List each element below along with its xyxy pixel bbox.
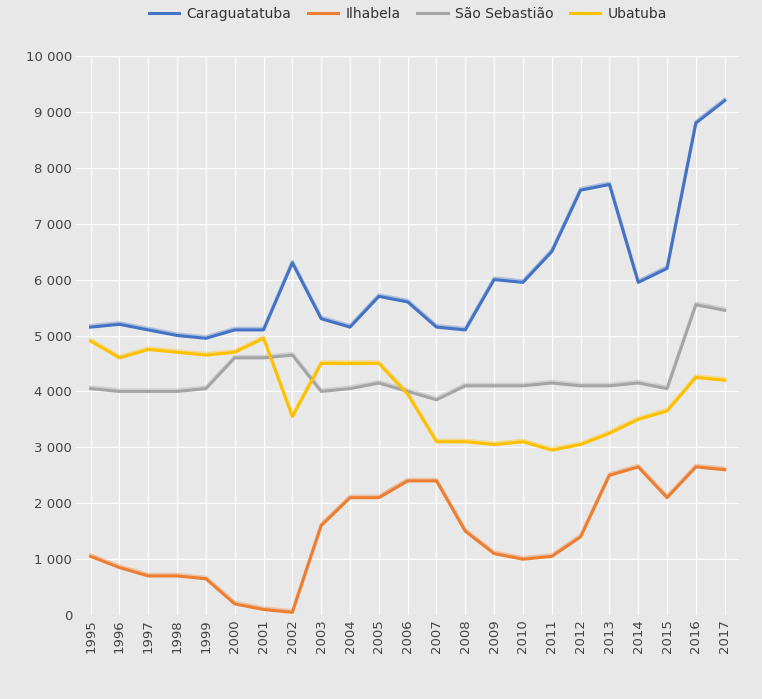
Ilhabela bbox=[720, 466, 729, 474]
Caraguatatuba bbox=[345, 323, 354, 331]
São Sebastião bbox=[230, 354, 239, 362]
Ubatuba bbox=[345, 359, 354, 368]
São Sebastião bbox=[86, 384, 95, 393]
Caraguatatuba bbox=[720, 96, 729, 105]
Ubatuba bbox=[86, 337, 95, 345]
Line: Ubatuba: Ubatuba bbox=[91, 338, 725, 450]
Ilhabela bbox=[288, 608, 297, 617]
São Sebastião bbox=[662, 384, 671, 393]
Ilhabela bbox=[374, 493, 383, 502]
Caraguatatuba bbox=[634, 278, 643, 287]
Caraguatatuba bbox=[259, 326, 268, 334]
São Sebastião bbox=[720, 306, 729, 315]
Ilhabela bbox=[461, 527, 470, 535]
Caraguatatuba bbox=[201, 334, 210, 343]
São Sebastião bbox=[518, 382, 527, 390]
Ilhabela bbox=[230, 600, 239, 608]
Caraguatatuba bbox=[172, 331, 181, 340]
São Sebastião bbox=[691, 301, 700, 309]
Ilhabela bbox=[691, 463, 700, 471]
Ubatuba bbox=[605, 429, 614, 438]
Line: Caraguatatuba: Caraguatatuba bbox=[91, 101, 725, 338]
São Sebastião bbox=[576, 382, 585, 390]
Caraguatatuba bbox=[115, 320, 124, 329]
Ubatuba bbox=[720, 376, 729, 384]
Caraguatatuba bbox=[547, 247, 556, 256]
Ilhabela bbox=[172, 572, 181, 580]
São Sebastião bbox=[144, 387, 153, 396]
Ilhabela bbox=[634, 463, 643, 471]
Ilhabela bbox=[317, 521, 326, 530]
Ilhabela bbox=[86, 552, 95, 561]
Ilhabela bbox=[345, 493, 354, 502]
São Sebastião bbox=[172, 387, 181, 396]
Caraguatatuba bbox=[144, 326, 153, 334]
São Sebastião bbox=[288, 351, 297, 359]
Ilhabela bbox=[144, 572, 153, 580]
São Sebastião bbox=[259, 354, 268, 362]
Ilhabela bbox=[576, 533, 585, 541]
Ubatuba bbox=[634, 415, 643, 424]
Ilhabela bbox=[259, 605, 268, 614]
São Sebastião bbox=[547, 379, 556, 387]
Ilhabela bbox=[403, 477, 412, 485]
Ilhabela bbox=[662, 493, 671, 502]
São Sebastião bbox=[432, 396, 441, 404]
São Sebastião bbox=[115, 387, 124, 396]
Ilhabela bbox=[115, 563, 124, 572]
Ubatuba bbox=[576, 440, 585, 449]
Line: Ilhabela: Ilhabela bbox=[91, 467, 725, 612]
Caraguatatuba bbox=[374, 292, 383, 301]
Caraguatatuba bbox=[605, 180, 614, 189]
Ubatuba bbox=[461, 438, 470, 446]
Ubatuba bbox=[144, 345, 153, 354]
Ubatuba bbox=[115, 354, 124, 362]
São Sebastião bbox=[374, 379, 383, 387]
Caraguatatuba bbox=[403, 298, 412, 306]
São Sebastião bbox=[634, 379, 643, 387]
São Sebastião bbox=[201, 384, 210, 393]
Ilhabela bbox=[605, 471, 614, 480]
Caraguatatuba bbox=[518, 278, 527, 287]
Caraguatatuba bbox=[288, 259, 297, 267]
Caraguatatuba bbox=[317, 315, 326, 323]
Ilhabela bbox=[201, 575, 210, 583]
Caraguatatuba bbox=[489, 275, 498, 284]
São Sebastião bbox=[403, 387, 412, 396]
Caraguatatuba bbox=[432, 323, 441, 331]
Ubatuba bbox=[518, 438, 527, 446]
Ubatuba bbox=[172, 348, 181, 356]
Ubatuba bbox=[691, 373, 700, 382]
Ubatuba bbox=[259, 334, 268, 343]
Caraguatatuba bbox=[691, 119, 700, 127]
Ilhabela bbox=[518, 555, 527, 563]
São Sebastião bbox=[345, 384, 354, 393]
Caraguatatuba bbox=[230, 326, 239, 334]
São Sebastião bbox=[489, 382, 498, 390]
Ilhabela bbox=[489, 549, 498, 558]
Caraguatatuba bbox=[662, 264, 671, 273]
Ubatuba bbox=[317, 359, 326, 368]
Caraguatatuba bbox=[86, 323, 95, 331]
Ubatuba bbox=[230, 348, 239, 356]
São Sebastião bbox=[461, 382, 470, 390]
Ubatuba bbox=[432, 438, 441, 446]
Ubatuba bbox=[547, 446, 556, 454]
Legend: Caraguatatuba, Ilhabela, São Sebastião, Ubatuba: Caraguatatuba, Ilhabela, São Sebastião, … bbox=[149, 7, 667, 21]
São Sebastião bbox=[317, 387, 326, 396]
Line: São Sebastião: São Sebastião bbox=[91, 305, 725, 400]
Ubatuba bbox=[288, 412, 297, 421]
Ilhabela bbox=[432, 477, 441, 485]
Ubatuba bbox=[374, 359, 383, 368]
Ubatuba bbox=[201, 351, 210, 359]
Ilhabela bbox=[547, 552, 556, 561]
Caraguatatuba bbox=[576, 186, 585, 194]
Ubatuba bbox=[662, 407, 671, 415]
Caraguatatuba bbox=[461, 326, 470, 334]
Ubatuba bbox=[403, 390, 412, 398]
Ubatuba bbox=[489, 440, 498, 449]
São Sebastião bbox=[605, 382, 614, 390]
